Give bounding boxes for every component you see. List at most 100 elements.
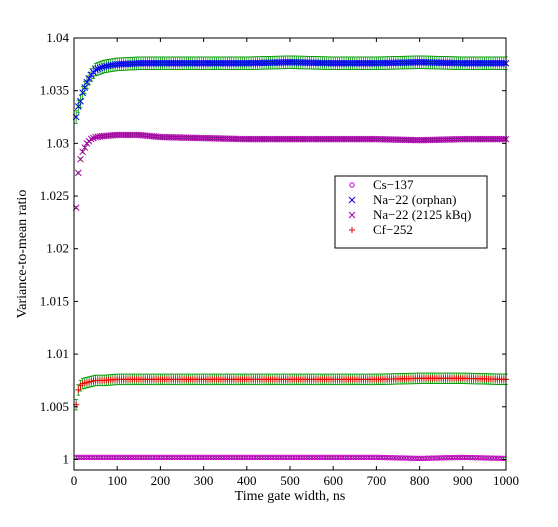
data-point <box>114 454 121 461</box>
data-point <box>96 454 103 461</box>
data-point <box>252 454 258 461</box>
data-point <box>275 454 282 461</box>
series-2-markers <box>72 131 510 211</box>
axes-layer: 0 100 200 300 400 500 600 700 800 900 1000 1 1.005 1.… <box>40 30 519 488</box>
data-point <box>402 455 409 461</box>
data-point <box>249 454 256 461</box>
data-point <box>340 454 346 461</box>
series-1-markers <box>72 58 510 121</box>
data-point <box>425 455 432 461</box>
data-point <box>490 455 497 461</box>
data-point <box>309 454 315 461</box>
data-point <box>218 454 225 461</box>
data-point <box>109 454 116 461</box>
data-point <box>164 454 170 461</box>
data-point <box>133 454 139 461</box>
data-point <box>288 454 294 461</box>
data-point <box>226 454 232 461</box>
x-tick-label: 400 <box>237 473 257 488</box>
x-tick-label: 0 <box>71 473 78 488</box>
data-point <box>203 454 209 461</box>
data-point <box>327 454 333 461</box>
data-point <box>267 454 274 461</box>
data-point <box>148 454 155 461</box>
data-point <box>407 455 414 461</box>
data-point <box>104 454 110 461</box>
y-tick-label: 1.005 <box>40 399 69 414</box>
data-point <box>464 454 471 461</box>
data-point <box>83 78 91 86</box>
y-tick-label: 1.035 <box>40 83 69 98</box>
data-point <box>322 454 328 461</box>
data-point <box>400 455 406 461</box>
data-point <box>216 454 222 461</box>
data-point <box>330 454 336 461</box>
data-point <box>389 455 396 461</box>
data-point <box>482 455 489 461</box>
data-point <box>286 454 292 461</box>
data-point <box>428 455 434 461</box>
data-point <box>254 454 261 461</box>
x-tick-label: 600 <box>323 473 343 488</box>
data-point <box>221 454 227 461</box>
x-axis-label: Time gate width, ns <box>235 489 346 504</box>
data-point <box>166 454 173 461</box>
data-point <box>205 454 212 461</box>
data-point <box>353 454 359 461</box>
data-point <box>122 454 129 461</box>
data-point <box>485 455 491 461</box>
data-point <box>436 455 442 461</box>
data-point <box>278 454 284 461</box>
legend-box <box>334 175 488 249</box>
legend-marker <box>349 227 355 233</box>
data-point <box>99 454 105 461</box>
data-point <box>350 454 357 461</box>
data-point <box>179 454 186 461</box>
data-point <box>293 454 300 461</box>
data-point <box>480 455 486 461</box>
data-point <box>431 455 437 461</box>
data-point <box>94 454 100 461</box>
data-point <box>260 454 266 461</box>
x-tick-label: 200 <box>151 473 171 488</box>
data-point <box>498 455 504 461</box>
data-point <box>314 454 320 461</box>
data-point <box>358 454 364 461</box>
x-tick-label: 300 <box>194 473 214 488</box>
data-point <box>273 454 279 461</box>
series-1 <box>72 55 510 124</box>
series-3 <box>73 372 509 411</box>
data-point <box>449 454 455 461</box>
data-point <box>304 454 310 461</box>
data-point <box>192 454 199 461</box>
y-tick-label: 1.02 <box>46 241 69 256</box>
x-tick-label: 100 <box>107 473 127 488</box>
plot-frame <box>73 37 507 471</box>
data-point <box>488 455 494 461</box>
data-point <box>280 454 287 461</box>
data-point <box>77 155 84 163</box>
series-layer <box>72 55 510 462</box>
data-point <box>241 454 248 461</box>
data-point <box>79 148 86 156</box>
data-point <box>433 455 440 461</box>
data-point <box>190 454 196 461</box>
data-point <box>161 454 167 461</box>
y-tick-label: 1.01 <box>46 346 69 361</box>
data-point <box>174 454 180 461</box>
data-point <box>195 454 201 461</box>
data-point <box>374 454 380 461</box>
data-point <box>200 454 206 461</box>
data-point <box>74 169 82 177</box>
data-point <box>239 454 245 461</box>
data-point <box>79 89 86 97</box>
data-point <box>441 455 447 461</box>
data-point <box>361 454 367 461</box>
data-point <box>296 454 302 461</box>
data-point <box>363 454 370 461</box>
y-axis-label: Variance-to-mean ratio <box>15 190 30 319</box>
data-point <box>257 454 263 461</box>
data-point <box>394 455 401 461</box>
data-point <box>184 454 191 461</box>
